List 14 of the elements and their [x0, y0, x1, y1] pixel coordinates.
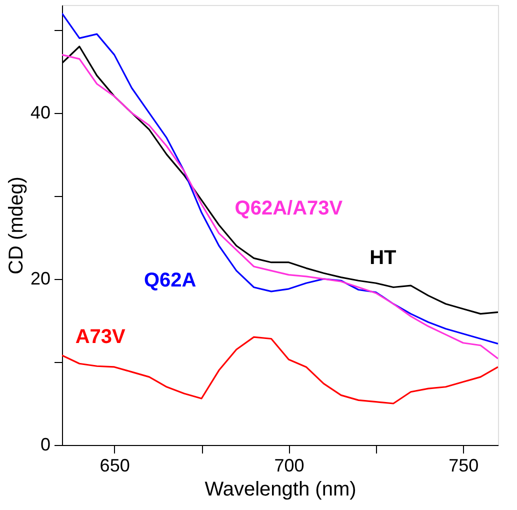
x-tick-label: 650: [100, 456, 130, 476]
y-axis-title: CD (mdeg): [5, 176, 28, 274]
x-tick-label: 700: [274, 456, 304, 476]
line-series: [62, 54, 498, 360]
y-tick-label: 40: [30, 102, 50, 122]
series-label: A73V: [75, 326, 126, 348]
y-tick-label: 20: [30, 268, 50, 288]
x-tick-label: 750: [448, 456, 479, 476]
y-tick-label: 0: [40, 434, 50, 454]
series-label: Q62A: [144, 270, 196, 292]
series-label: Q62A/A73V: [234, 197, 344, 220]
series-label: HT: [370, 247, 396, 270]
x-axis-title: Wavelength (nm): [204, 478, 356, 500]
line-series: [62, 12, 498, 345]
